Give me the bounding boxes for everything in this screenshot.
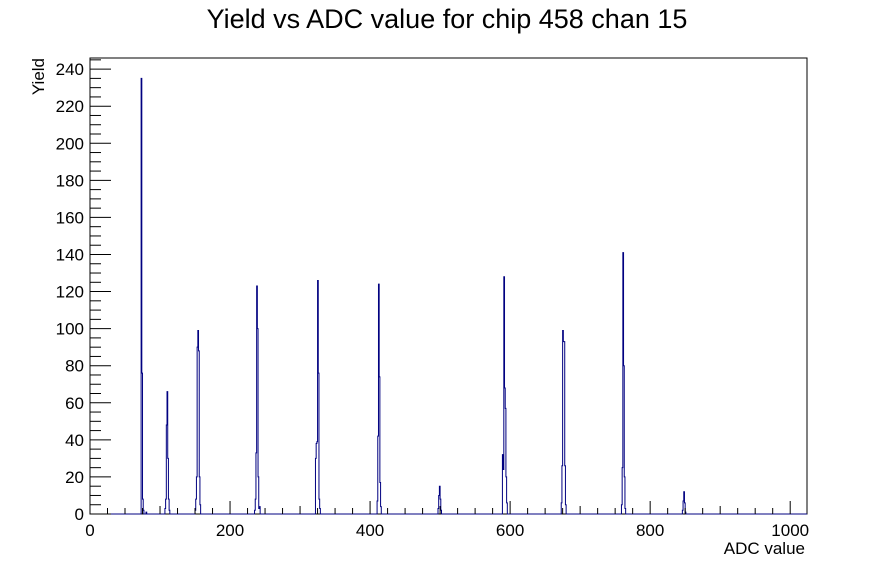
y-tick-label: 80 xyxy=(65,357,84,376)
histogram-bin xyxy=(259,508,260,514)
x-tick-label: 400 xyxy=(356,521,384,540)
y-tick-label: 20 xyxy=(65,468,84,487)
histogram-outline xyxy=(90,77,807,515)
y-axis: 0 20 40 60 80 100 120 140 160 180 200 220 240 xyxy=(56,59,111,524)
histogram-bars xyxy=(90,77,807,515)
y-tick-label: 40 xyxy=(65,431,84,450)
x-tick-label: 200 xyxy=(216,521,244,540)
histogram-bin xyxy=(317,442,318,514)
y-tick-label: 240 xyxy=(56,60,84,79)
y-tick-label: 60 xyxy=(65,394,84,413)
y-tick-label: 140 xyxy=(56,245,84,264)
x-tick-label: 600 xyxy=(496,521,524,540)
y-axis-label: Yield xyxy=(29,58,48,95)
y-tick-label: 220 xyxy=(56,97,84,116)
x-axis: 0 200 400 600 800 1000 xyxy=(85,501,809,540)
y-tick-label: 180 xyxy=(56,171,84,190)
y-tick-label: 160 xyxy=(56,208,84,227)
y-tick-label: 120 xyxy=(56,283,84,302)
y-tick-label: 200 xyxy=(56,134,84,153)
x-tick-label: 1000 xyxy=(771,521,809,540)
histogram-bin xyxy=(563,342,564,514)
histogram-bin xyxy=(198,330,199,514)
y-tick-label: 0 xyxy=(75,505,84,524)
chart-title: Yield vs ADC value for chip 458 chan 15 xyxy=(207,4,688,34)
x-tick-label: 800 xyxy=(636,521,664,540)
y-tick-label: 100 xyxy=(56,320,84,339)
x-axis-label: ADC value xyxy=(724,539,805,558)
x-tick-label: 0 xyxy=(85,521,94,540)
histogram-bin xyxy=(503,470,504,514)
